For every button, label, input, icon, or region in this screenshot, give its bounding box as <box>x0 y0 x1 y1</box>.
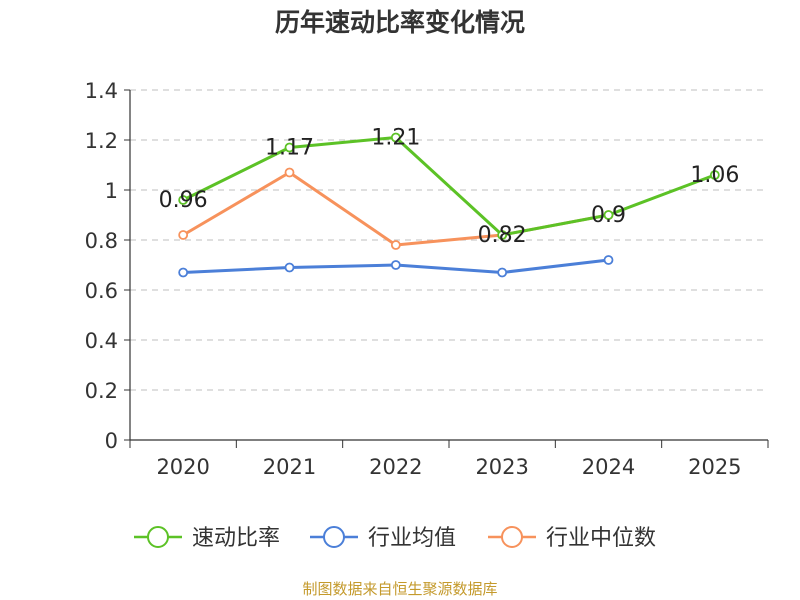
legend-label: 行业中位数 <box>546 526 656 551</box>
data-label: 1.06 <box>690 163 739 188</box>
data-point <box>390 260 401 270</box>
data-label: 0.82 <box>478 223 527 248</box>
series-line-2 <box>182 171 609 247</box>
legend-label: 行业均值 <box>368 526 456 551</box>
x-tick-label: 2021 <box>263 455 316 479</box>
data-label: 0.9 <box>591 203 626 228</box>
data-point <box>497 267 508 278</box>
data-point <box>284 167 295 178</box>
legend-item-2[interactable]: 行业中位数 <box>488 526 656 551</box>
y-tick-label: 1.2 <box>85 129 118 153</box>
series-line-0 <box>182 136 716 237</box>
y-tick-label: 1 <box>105 179 118 203</box>
legend-item-1[interactable]: 行业均值 <box>310 526 456 551</box>
legend-label: 速动比率 <box>192 526 280 551</box>
data-point <box>284 262 295 273</box>
data-label: 1.17 <box>265 136 314 161</box>
data-label: 1.21 <box>371 126 420 151</box>
data-point <box>603 255 614 265</box>
series-lines <box>178 132 720 278</box>
legend-marker <box>501 526 523 548</box>
y-tick-label: 1.4 <box>85 79 118 103</box>
chart-title: 历年速动比率变化情况 <box>275 8 525 37</box>
data-labels: 0.96 1.17 1.21 0.82 0.9 1.06 <box>159 126 740 249</box>
legend-item-0[interactable]: 速动比率 <box>134 526 280 551</box>
axes: 0 0.2 0.4 0.6 0.8 1 1.2 1.4 2020 2021 2022 2023 2024… <box>85 79 769 479</box>
source-note: 制图数据来自恒生聚源数据库 <box>302 580 497 598</box>
data-point <box>390 132 401 143</box>
data-label: 0.96 <box>159 188 208 213</box>
y-tick-label: 0 <box>105 429 118 453</box>
x-tick-label: 2024 <box>582 455 635 479</box>
data-point <box>497 230 508 240</box>
legend-marker <box>323 526 345 548</box>
y-tick-label: 0.6 <box>85 279 118 303</box>
data-point <box>178 195 189 205</box>
y-tick-label: 0.4 <box>85 329 118 353</box>
data-point <box>178 267 189 278</box>
x-tick-label: 2022 <box>369 455 422 479</box>
x-tick-label: 2020 <box>156 455 209 479</box>
data-point <box>284 142 295 153</box>
y-tick-label: 0.2 <box>85 379 118 403</box>
x-tick-label: 2023 <box>475 455 528 479</box>
data-point <box>709 170 720 180</box>
data-point <box>390 240 401 250</box>
x-tick-label: 2025 <box>688 455 741 479</box>
legend-marker <box>147 526 169 548</box>
data-point <box>603 210 614 220</box>
legend[interactable]: 速动比率 行业均值 行业中位数 <box>134 526 656 551</box>
y-tick-label: 0.8 <box>85 229 118 253</box>
data-point <box>178 230 189 240</box>
